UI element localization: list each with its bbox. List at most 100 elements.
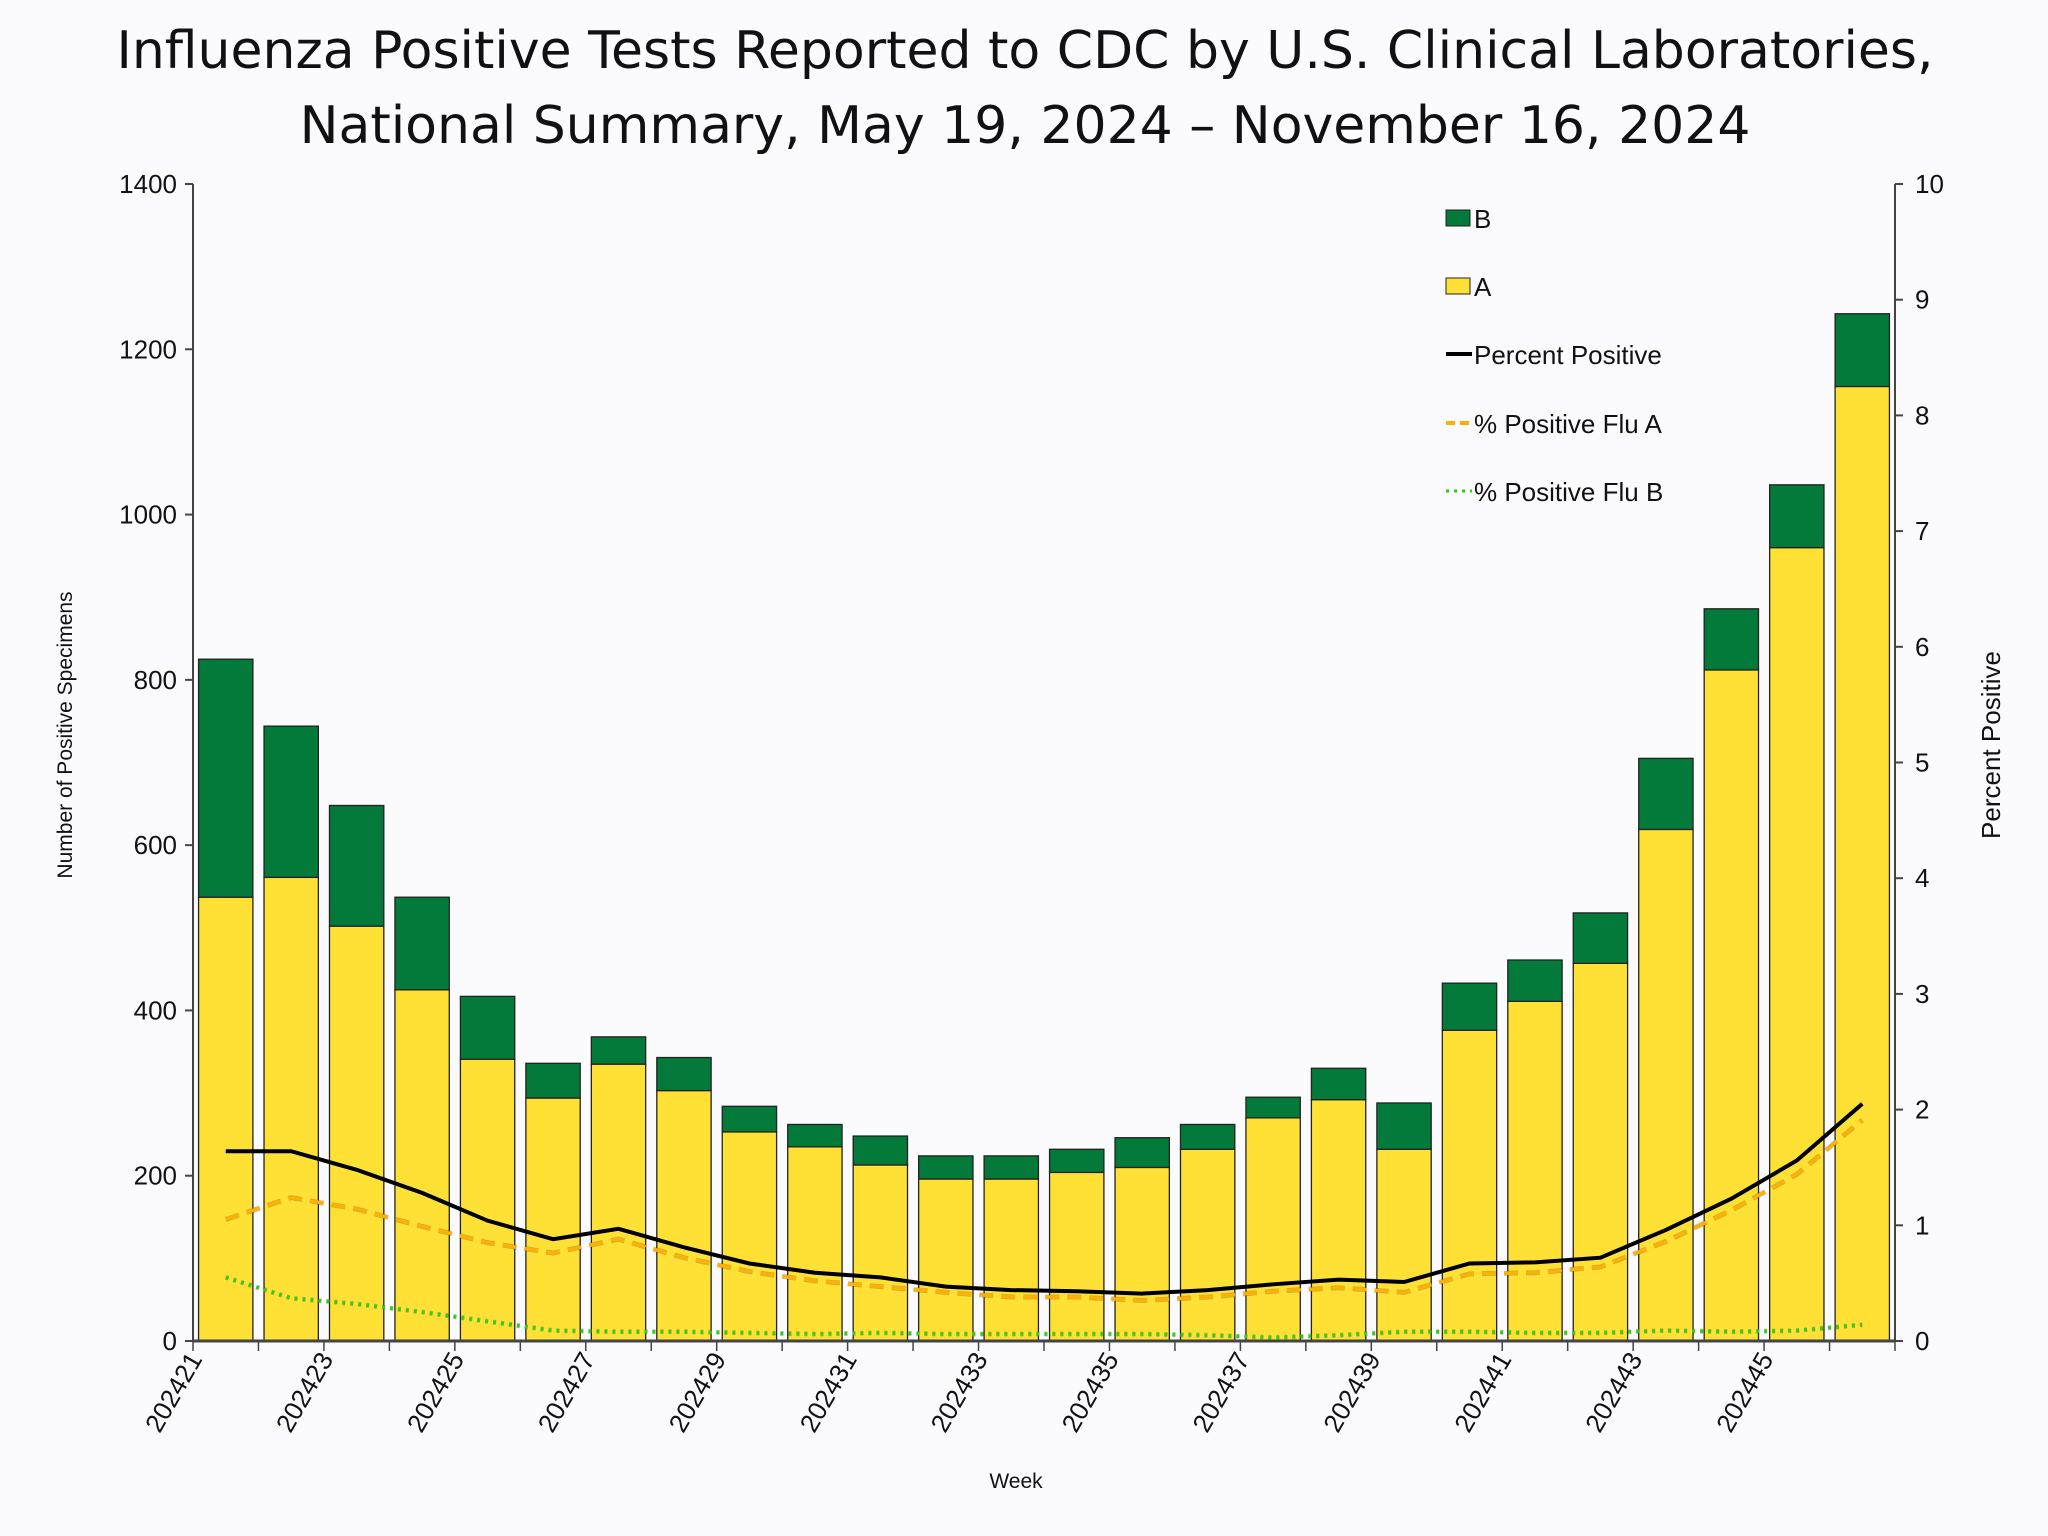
chart-title-line-2: National Summary, May 19, 2024 – Novembe… (300, 96, 1751, 156)
bar-B-202427 (590, 1036, 647, 1065)
bar-B-202444 (1703, 608, 1760, 671)
bar-A-202421 (197, 896, 254, 1342)
bar-B-202423 (328, 804, 385, 927)
bar-A-202439 (1376, 1148, 1432, 1342)
bar-A-202424 (394, 989, 450, 1342)
x-tick-label: 202437 (1186, 1347, 1255, 1437)
y2-tick-label: 9 (1915, 285, 1929, 315)
bar-B-202446 (1834, 313, 1891, 388)
x-tick-label: 202421 (139, 1347, 208, 1437)
y2-axis-label: Percent Positive (1976, 651, 2006, 839)
bar-B-202439 (1376, 1102, 1432, 1150)
bar-A-202428 (656, 1089, 712, 1342)
bar-B-202421 (197, 658, 254, 898)
bar-B-202442 (1572, 912, 1629, 964)
y-tick-label: 400 (134, 995, 177, 1025)
bar-A-202432 (917, 1178, 974, 1342)
x-tick-label: 202423 (270, 1347, 339, 1437)
y2-tick-label: 3 (1915, 979, 1929, 1009)
x-axis-label: Week (989, 1470, 1043, 1493)
y-tick-label: 200 (134, 1161, 177, 1191)
bar-B-202436 (1179, 1123, 1236, 1150)
chart-title-line-1: Influenza Positive Tests Reported to CDC… (116, 21, 1933, 81)
bar-A-202441 (1507, 1000, 1563, 1342)
line-percent-positive (225, 1102, 1864, 1296)
bar-B-202441 (1507, 959, 1563, 1002)
legend-entry: % Positive Flu A (1474, 409, 1663, 439)
bar-A-202438 (1310, 1099, 1367, 1342)
y-tick-label: 1400 (119, 169, 177, 199)
y2-tick-label: 10 (1915, 169, 1944, 199)
y2-tick-label: 2 (1915, 1095, 1929, 1125)
bar-B-202422 (263, 725, 320, 879)
bar-B-202445 (1768, 484, 1825, 549)
bar-B-202432 (917, 1155, 974, 1180)
bar-B-202443 (1638, 757, 1694, 831)
bar-B-202435 (1114, 1137, 1171, 1169)
legend-entry: % Positive Flu B (1474, 477, 1663, 507)
legend-entry: Percent Positive (1474, 340, 1662, 370)
x-tick-label: 202435 (1055, 1347, 1124, 1437)
y2-tick-label: 0 (1915, 1326, 1929, 1356)
bar-B-202424 (394, 896, 450, 991)
bar-A-202427 (590, 1063, 647, 1342)
bar-B-202434 (1048, 1148, 1105, 1174)
x-tick-label: 202439 (1317, 1347, 1386, 1437)
bar-A-202444 (1703, 669, 1760, 1342)
x-tick-label: 202443 (1579, 1347, 1648, 1437)
bar-A-202440 (1441, 1029, 1498, 1342)
bar-A-202422 (263, 876, 320, 1342)
y-tick-label: 1200 (119, 334, 177, 364)
legend-swatch-b (1445, 209, 1471, 227)
bar-A-202446 (1834, 385, 1891, 1342)
bar-A-202437 (1245, 1117, 1301, 1342)
bar-B-202440 (1441, 982, 1498, 1031)
bar-A-202434 (1048, 1171, 1105, 1342)
bar-B-202437 (1245, 1096, 1301, 1119)
x-tick-label: 202427 (532, 1347, 601, 1437)
bar-A-202430 (787, 1146, 843, 1342)
y-tick-label: 600 (134, 830, 177, 860)
bar-B-202431 (852, 1135, 909, 1166)
y2-tick-label: 1 (1915, 1210, 1929, 1240)
x-tick-label: 202445 (1710, 1347, 1779, 1437)
bar-A-202436 (1179, 1148, 1236, 1342)
line--positive-flu-b (225, 1275, 1863, 1340)
bar-B-202428 (656, 1056, 712, 1092)
x-tick-label: 202441 (1448, 1347, 1517, 1437)
bar-A-202423 (328, 925, 385, 1342)
y2-tick-label: 6 (1915, 632, 1929, 662)
y2-tick-label: 7 (1915, 516, 1929, 546)
bar-B-202433 (983, 1155, 1040, 1180)
bar-A-202435 (1114, 1166, 1171, 1342)
bar-A-202442 (1572, 962, 1629, 1342)
bar-B-202438 (1310, 1067, 1367, 1101)
legend-swatch-a (1445, 277, 1471, 295)
x-tick-label: 202425 (401, 1347, 470, 1437)
bar-B-202429 (721, 1105, 778, 1133)
bar-B-202430 (787, 1123, 843, 1148)
bar-A-202433 (983, 1178, 1040, 1342)
legend-entry: A (1474, 272, 1492, 302)
bar-A-202426 (525, 1097, 581, 1342)
y-tick-label: 0 (163, 1326, 177, 1356)
y-tick-label: 1000 (119, 500, 177, 530)
legend: B A Percent Positive % Positive Flu A % Posi… (1445, 204, 1663, 507)
y-axis-label: Number of Positive Specimens (54, 591, 77, 878)
bar-A-202445 (1768, 546, 1825, 1342)
bar-A-202431 (852, 1164, 909, 1342)
x-tick-label: 202433 (924, 1347, 993, 1437)
bar-B-202426 (525, 1062, 581, 1099)
x-tick-label: 202431 (793, 1347, 862, 1437)
y2-tick-label: 5 (1915, 748, 1929, 778)
y2-tick-label: 4 (1915, 863, 1929, 893)
y2-tick-label: 8 (1915, 400, 1929, 430)
bar-A-202429 (721, 1131, 778, 1342)
x-tick-label: 202429 (663, 1347, 732, 1437)
bar-B-202425 (459, 995, 516, 1060)
legend-entry: B (1474, 204, 1491, 234)
bar-A-202443 (1638, 828, 1694, 1342)
bar-A-202425 (459, 1058, 516, 1342)
y-tick-label: 800 (134, 665, 177, 695)
